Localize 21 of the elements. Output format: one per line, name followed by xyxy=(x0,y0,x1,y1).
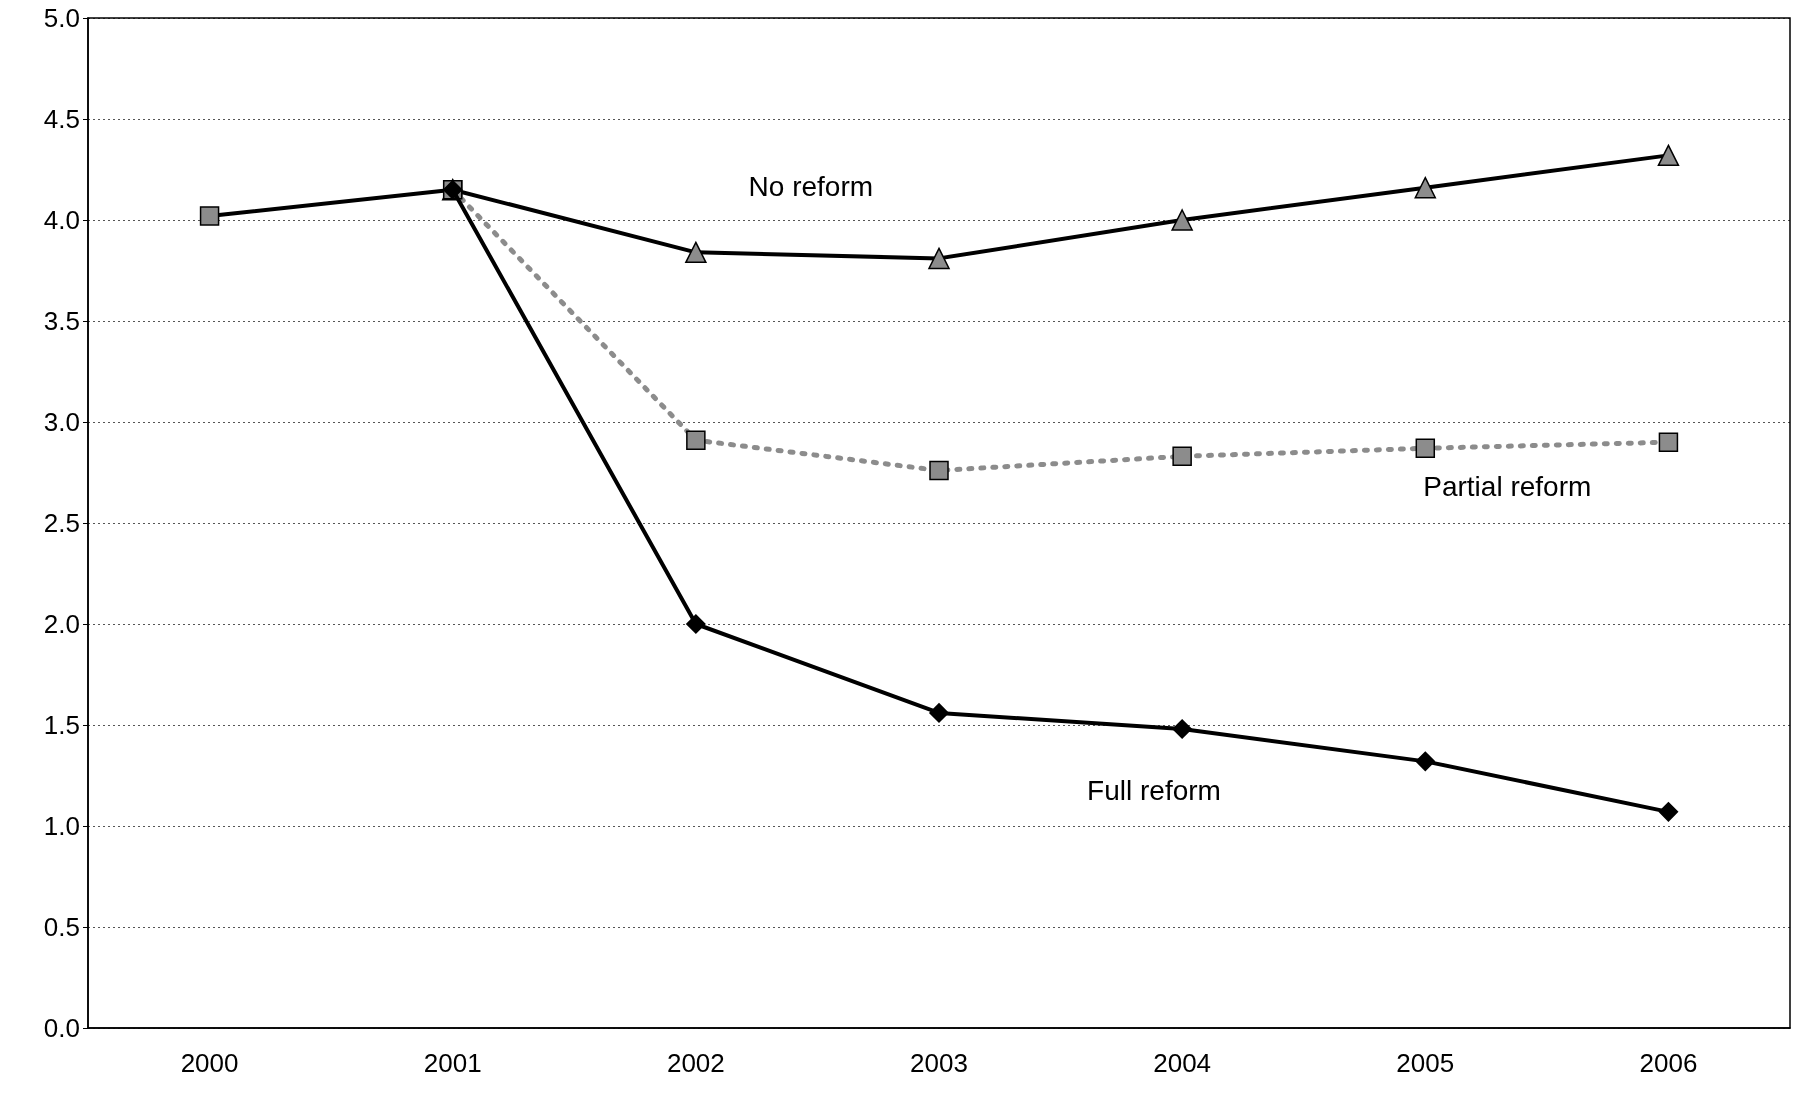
x-tick-label: 2002 xyxy=(666,1048,725,1078)
series-label: Partial reform xyxy=(1423,470,1592,502)
y-tick-label: 4.0 xyxy=(43,205,80,235)
x-tick-label: 2004 xyxy=(1153,1048,1212,1078)
y-tick-label: 1.0 xyxy=(43,811,80,841)
y-tick-label: 2.5 xyxy=(43,508,80,538)
x-tick-label: 2005 xyxy=(1396,1048,1455,1078)
y-tick-label: 0.5 xyxy=(43,912,80,942)
x-tick-label: 2001 xyxy=(423,1048,482,1078)
y-tick-label: 1.5 xyxy=(43,710,80,740)
x-tick-label: 2003 xyxy=(910,1048,968,1078)
y-tick-label: 5.0 xyxy=(43,3,80,33)
y-tick-label: 3.5 xyxy=(43,306,80,336)
x-tick-label: 2006 xyxy=(1639,1048,1698,1078)
y-tick-label: 0.0 xyxy=(43,1013,80,1043)
y-tick-label: 2.0 xyxy=(43,609,80,639)
y-tick-label: 3.0 xyxy=(43,407,80,437)
y-tick-label: 4.5 xyxy=(43,104,80,134)
series-label: Full reform xyxy=(1087,775,1221,807)
x-tick-label: 2000 xyxy=(180,1048,239,1078)
series-label: No reform xyxy=(748,170,874,202)
